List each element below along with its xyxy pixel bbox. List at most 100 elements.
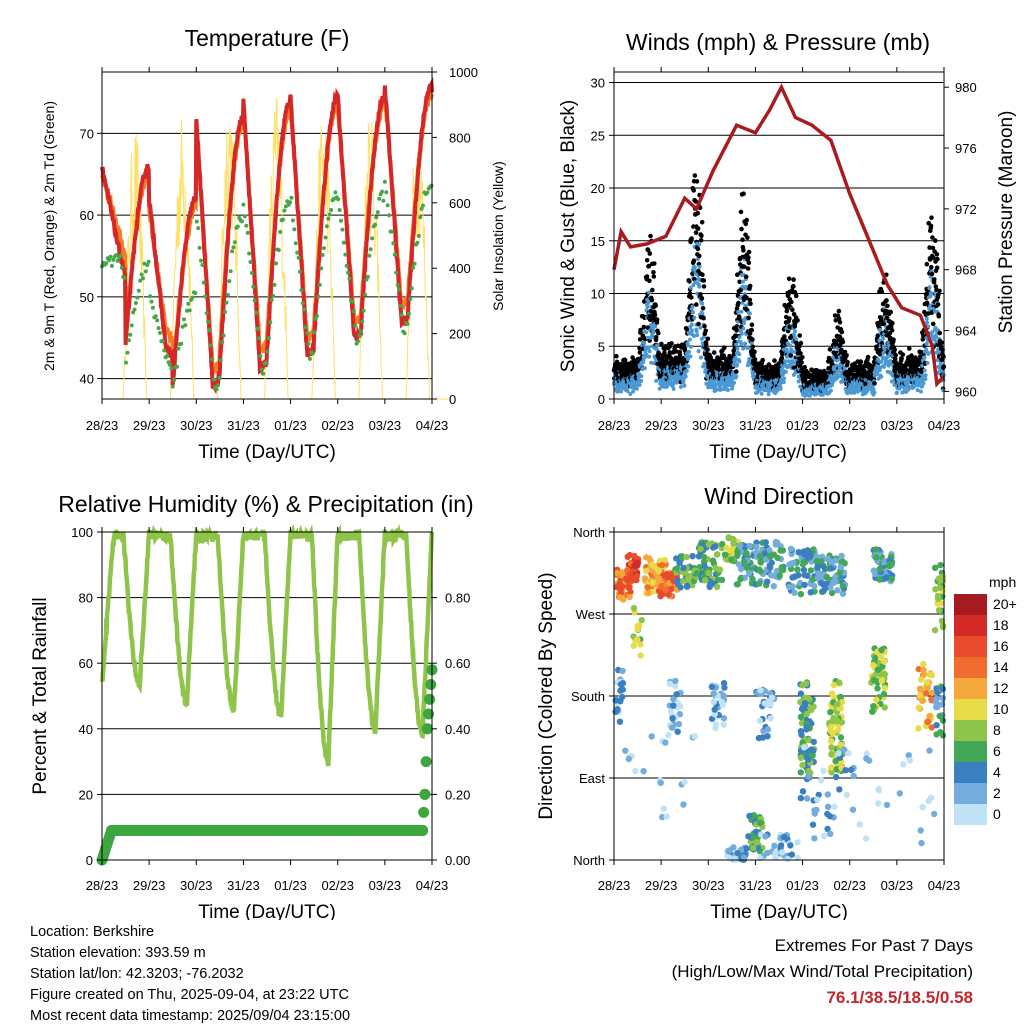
direction-point [752, 828, 760, 835]
direction-point [753, 543, 760, 551]
direction-point [845, 750, 852, 757]
direction-point [924, 679, 931, 686]
wind-point [639, 379, 644, 383]
direction-point [874, 685, 881, 692]
direction-point [663, 813, 670, 820]
direction-point [881, 704, 888, 711]
elevation-text: Station elevation: 393.59 m [30, 945, 206, 961]
gust-point [798, 340, 804, 346]
wind-point [734, 374, 739, 379]
direction-point [870, 677, 878, 684]
direction-point [683, 553, 690, 561]
wind-point [735, 363, 739, 367]
y2-axis-label: Station Pressure (Maroon) [996, 111, 1017, 334]
direction-point [883, 801, 891, 809]
gust-point [809, 367, 815, 373]
wind-point [682, 383, 687, 388]
direction-point [870, 567, 877, 574]
x-tick-label: 01/23 [786, 878, 819, 893]
direction-point [886, 561, 893, 568]
dewpoint-point [350, 299, 355, 304]
direction-point [807, 567, 815, 574]
dewpoint-point [232, 240, 237, 245]
x-tick-label: 28/23 [598, 878, 631, 893]
direction-point [809, 576, 816, 583]
dewpoint-point [214, 387, 219, 392]
gust-point [698, 238, 704, 243]
dewpoint-point [136, 288, 141, 293]
gust-point [645, 247, 651, 253]
gust-point [798, 351, 803, 356]
dewpoint-point [397, 287, 401, 292]
gust-point [793, 293, 799, 299]
direction-point [803, 724, 810, 731]
wind-point [794, 337, 799, 342]
gust-point [889, 328, 895, 333]
direction-point [838, 552, 845, 560]
dewpoint-point [302, 307, 307, 312]
wind-point [734, 342, 739, 347]
direction-point [814, 574, 822, 581]
gust-point [792, 324, 798, 329]
gust-point [750, 344, 756, 350]
y2-tick-label: 0.60 [445, 656, 470, 671]
direction-point [700, 553, 708, 561]
direction-point [626, 572, 634, 579]
gust-point [614, 353, 619, 359]
direction-point [798, 731, 805, 738]
direction-point [632, 767, 639, 775]
direction-point [674, 728, 681, 735]
direction-point [817, 557, 825, 565]
dewpoint-point [365, 274, 370, 279]
x-tick-label: 29/23 [645, 418, 678, 433]
colorbar-swatch [954, 762, 987, 783]
wind-point [691, 334, 696, 338]
direction-point [939, 695, 947, 702]
dewpoint-point [111, 257, 116, 262]
dewpoint-point [316, 294, 321, 299]
dewpoint-point [377, 196, 382, 201]
direction-point [619, 667, 626, 675]
direction-point [667, 586, 674, 593]
y-tick-label: 30 [591, 76, 605, 91]
x-tick-label: 28/23 [86, 418, 119, 433]
dewpoint-point [323, 235, 328, 240]
direction-point [934, 592, 942, 600]
gust-point [734, 328, 739, 333]
direction-point [711, 706, 718, 713]
dewpoint-point [389, 229, 394, 234]
gust-point [844, 353, 849, 358]
direction-point [928, 794, 935, 801]
direction-point [764, 733, 771, 740]
wind-point [939, 369, 944, 373]
direction-point [665, 731, 672, 739]
direction-point [836, 786, 843, 793]
direction-point [805, 773, 812, 780]
dewpoint-point [248, 260, 253, 264]
gust-point [711, 350, 717, 355]
gust-point [667, 350, 673, 355]
dewpoint-point [317, 282, 322, 287]
wind-point [700, 311, 705, 316]
gust-point [701, 284, 707, 289]
gust-point [802, 364, 807, 370]
wind-point [793, 329, 797, 334]
direction-point [839, 582, 846, 590]
direction-point [815, 569, 822, 577]
gust-point [737, 279, 742, 285]
direction-point [756, 580, 763, 587]
direction-point [837, 563, 844, 571]
direction-point [916, 692, 924, 699]
direction-point [723, 544, 730, 552]
wind-point [639, 374, 644, 379]
direction-point [875, 787, 883, 794]
dewpoint-point [264, 360, 269, 365]
direction-point [649, 579, 656, 586]
dewpoint-point [419, 206, 424, 211]
direction-point [823, 573, 831, 581]
x-tick-label: 03/23 [881, 418, 914, 433]
gust-point [697, 253, 702, 259]
direction-point [932, 586, 939, 593]
wind-point [691, 310, 695, 315]
dewpoint-point [333, 190, 338, 195]
